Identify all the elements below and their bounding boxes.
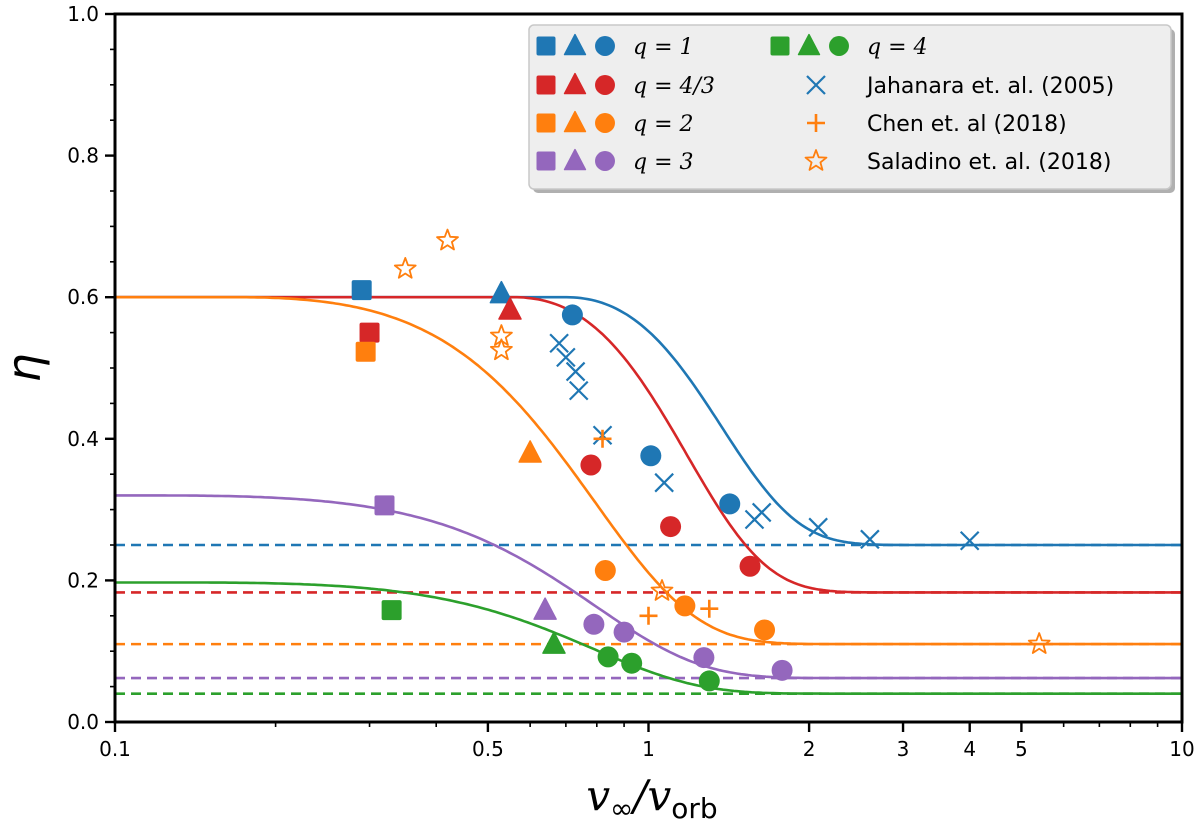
x-axis-label-mid: /v — [629, 771, 671, 820]
legend-label-reference-2: Saladino et. al. (2018) — [867, 150, 1111, 175]
legend-label-q-3: q = 3 — [633, 150, 694, 175]
legend-label-reference-1: Chen et. al (2018) — [867, 112, 1067, 137]
legend-label-q-1: q = 4/3 — [633, 74, 715, 99]
reference-0-point-3 — [568, 380, 589, 401]
series-2-circle-point-1 — [674, 595, 696, 617]
x-tick-label-0: 0.1 — [99, 737, 131, 761]
series-4-circle-point-2 — [698, 670, 720, 692]
reference-0-point-5 — [654, 472, 674, 493]
legend-circle-marker-3 — [595, 151, 615, 171]
x-tick-label-3: 2 — [803, 737, 816, 761]
legend-square-marker-0 — [536, 36, 556, 56]
reference-1-point-0 — [593, 429, 612, 448]
x-tick-label-5: 4 — [963, 737, 976, 761]
y-tick-label-3: 0.6 — [67, 285, 99, 309]
series-4-circle-point-0 — [597, 646, 619, 668]
legend-circle-marker-4 — [829, 36, 849, 56]
x-axis-label-sub2: orb — [671, 792, 717, 821]
x-axis-label: v∞/vorb — [586, 771, 717, 821]
legend-circle-marker-1 — [595, 75, 615, 95]
y-axis-label: η — [0, 353, 51, 382]
reference-0-point-0 — [549, 333, 569, 353]
reference-0-point-10 — [959, 530, 980, 551]
y-tick-label-4: 0.8 — [67, 144, 99, 168]
series-1-circle-point-0 — [580, 454, 602, 476]
fit-curve-1 — [115, 295, 1182, 594]
series-1-circle-point-2 — [739, 555, 761, 577]
series-3-circle-point-3 — [771, 659, 793, 681]
legend-triangle-marker-4 — [797, 33, 821, 56]
reference-2-point-3 — [489, 338, 513, 361]
legend-label-q-4: q = 4 — [867, 35, 928, 60]
series-0-circle-point-1 — [640, 445, 662, 467]
fit-curve-2 — [115, 295, 1182, 646]
reference-0-point-1 — [556, 347, 576, 368]
fit-curve-4 — [115, 581, 1182, 695]
y-tick-label-5: 1.0 — [67, 2, 99, 26]
series-2-circle-point-0 — [594, 559, 616, 581]
series-3-circle-point-2 — [693, 647, 715, 669]
reference-2-point-4 — [650, 579, 674, 601]
x-tick-label-1: 0.5 — [472, 737, 504, 761]
series-0-square-point-0 — [351, 280, 372, 301]
legend-square-marker-3 — [536, 151, 556, 171]
fit-curves — [115, 295, 1182, 695]
series-2-triangle-point-0 — [518, 440, 542, 463]
x-tick-label-2: 1 — [642, 737, 655, 761]
series-4-triangle-point-0 — [542, 631, 566, 654]
y-tick-label-2: 0.4 — [67, 427, 99, 451]
series-0-triangle-point-0 — [489, 280, 514, 304]
series-0-circle-point-2 — [719, 493, 741, 515]
series-4-circle-point-1 — [621, 652, 643, 674]
x-tick-label-7: 10 — [1169, 737, 1194, 761]
reference-0-point-7 — [751, 502, 772, 523]
legend-reference-marker-0 — [806, 75, 826, 95]
x-axis-label-sub1: ∞ — [610, 792, 633, 821]
legend-triangle-marker-2 — [563, 110, 587, 133]
legend-square-marker-4 — [770, 36, 790, 56]
legend-label-q-0: q = 1 — [633, 35, 694, 60]
series-2-square-point-0 — [355, 341, 376, 362]
series-3-circle-point-1 — [613, 621, 635, 643]
reference-2-point-1 — [436, 228, 459, 251]
legend: q = 1 q = 4/3 q = 2 q = 3 q = 4 Jahanara et. … — [528, 24, 1175, 193]
reference-2-point-5 — [1027, 632, 1051, 654]
series-0-circle-point-0 — [561, 304, 583, 326]
legend-square-marker-1 — [536, 75, 556, 95]
series-3-circle-point-0 — [583, 613, 605, 635]
legend-reference-marker-1 — [807, 114, 825, 132]
legend-triangle-marker-3 — [563, 148, 587, 171]
legend-circle-marker-0 — [595, 36, 615, 56]
series-3-square-point-0 — [374, 495, 395, 516]
fit-curve-3 — [115, 494, 1182, 680]
legend-triangle-marker-1 — [563, 72, 587, 95]
legend-triangle-marker-0 — [563, 33, 587, 56]
data-points — [351, 228, 1051, 692]
series-2-circle-point-2 — [754, 619, 776, 641]
reference-2-point-0 — [393, 256, 417, 279]
reference-0-point-2 — [565, 361, 586, 382]
series-1-circle-point-1 — [660, 516, 682, 538]
series-1-triangle-point-0 — [498, 297, 522, 320]
y-tick-label-1: 0.2 — [67, 568, 99, 592]
series-3-triangle-point-0 — [533, 597, 557, 620]
axes: 0.0 0.2 0.4 0.6 0.8 1.0 0.1 0.5 1 2 3 4 5 10 — [67, 2, 1195, 761]
series-4-square-point-0 — [381, 600, 402, 621]
series-1-square-point-0 — [359, 322, 380, 343]
x-axis-label-main: v — [586, 771, 610, 820]
x-tick-label-4: 3 — [897, 737, 910, 761]
legend-label-q-2: q = 2 — [633, 112, 694, 137]
legend-square-marker-2 — [536, 113, 556, 133]
legend-box — [528, 24, 1172, 190]
reference-0-point-9 — [860, 529, 880, 550]
y-tick-label-0: 0.0 — [67, 710, 99, 734]
legend-label-reference-0: Jahanara et. al. (2005) — [865, 74, 1114, 99]
reference-0-point-8 — [808, 517, 828, 538]
reference-1-point-1 — [639, 606, 658, 625]
x-tick-label-6: 5 — [1015, 737, 1028, 761]
legend-reference-marker-2 — [804, 149, 828, 171]
reference-1-point-2 — [700, 599, 719, 618]
legend-circle-marker-2 — [595, 113, 615, 133]
